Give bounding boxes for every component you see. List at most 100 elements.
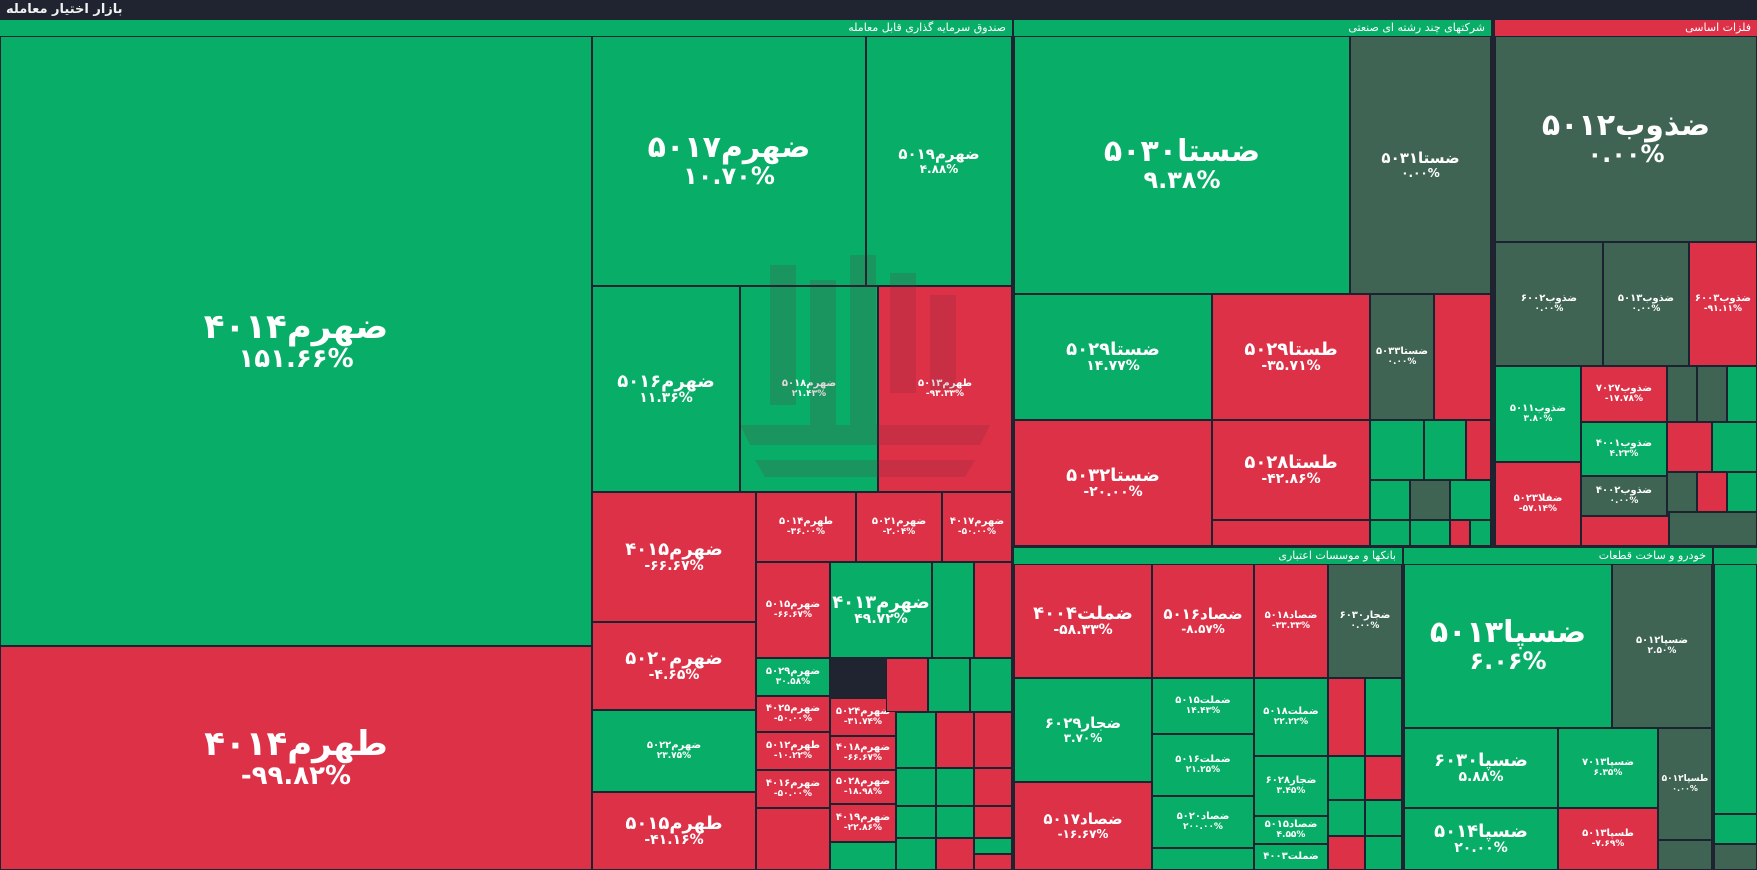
tile-7[interactable] xyxy=(1434,294,1491,420)
tile-13[interactable] xyxy=(1450,480,1491,520)
tile-ضملت۵۰۱۸[interactable]: ضملت۵۰۱۸ ۲۲.۲۲% xyxy=(1254,678,1328,756)
tile-31[interactable] xyxy=(896,712,936,768)
tile-ضهرم۴۰۱۸[interactable]: ضهرم۴۰۱۸ -۶۶.۶۷% xyxy=(830,736,896,770)
sector-header[interactable]: صندوق سرمایه گذاری قابل معامله xyxy=(0,20,1012,36)
tile-طهرم۴۰۱۴[interactable]: طهرم۴۰۱۴ -۹۹.۸۲% xyxy=(0,646,592,870)
tile-ضصاد۵۰۱۵[interactable]: ضصاد۵۰۱۵ ۴.۵۵% xyxy=(1254,816,1328,844)
tile-ضذوب۵۰۱۳[interactable]: ضذوب۵۰۱۳ ۰.۰۰% xyxy=(1603,242,1689,366)
tile-14[interactable] xyxy=(1365,678,1402,756)
tile-43[interactable] xyxy=(974,854,1012,870)
tile-ضصاد۵۰۱۷[interactable]: ضصاد۵۰۱۷ -۱۶.۶۷% xyxy=(1014,782,1152,870)
tile-39[interactable] xyxy=(974,806,1012,838)
tile-12[interactable] xyxy=(1667,422,1712,472)
tile-10[interactable] xyxy=(1697,366,1727,422)
tile-ضهرم۵۰۱۷[interactable]: ضهرم۵۰۱۷ ۱۰.۷۰% xyxy=(592,36,866,286)
tile-ضجار۶۰۲۹[interactable]: ضجار۶۰۲۹ ۳.۷۰% xyxy=(1014,678,1152,782)
tile-ضهرم۵۰۱۹[interactable]: ضهرم۵۰۱۹ ۴.۸۸% xyxy=(866,36,1012,286)
tile-13[interactable] xyxy=(1328,678,1365,756)
tile-35[interactable] xyxy=(936,768,974,806)
tile-ضستا۵۰۲۹[interactable]: ضستا۵۰۲۹ ۱۴.۷۷% xyxy=(1014,294,1212,420)
tile-20[interactable] xyxy=(1365,836,1402,870)
tile-ضفلا۵۰۲۳[interactable]: ضفلا۵۰۲۳ -۵۷.۱۴% xyxy=(1495,462,1581,546)
tile-ضذوب۷۰۲۷[interactable]: ضذوب۷۰۲۷ -۱۷.۷۸% xyxy=(1581,366,1667,422)
tile-30[interactable] xyxy=(830,842,896,870)
tile-ضهرم۵۰۱۵[interactable]: ضهرم۵۰۱۵ -۶۶.۶۷% xyxy=(756,562,830,658)
tile-ضصاد۵۰۱۸[interactable]: ضصاد۵۰۱۸ -۳۳.۳۳% xyxy=(1254,564,1328,678)
tile-33[interactable] xyxy=(974,712,1012,768)
tile-ضذوب۶۰۰۳[interactable]: ضذوب۶۰۰۳ -۹۱.۱۱% xyxy=(1689,242,1757,366)
tile-16[interactable] xyxy=(1365,756,1402,800)
tile-26[interactable] xyxy=(886,658,928,712)
tile-ضذوب۵۰۱۱[interactable]: ضذوب۵۰۱۱ ۳.۸۰% xyxy=(1495,366,1581,462)
tile-ضسپا۷۰۱۳[interactable]: ضسپا۷۰۱۳ ۶.۳۵% xyxy=(1558,728,1658,808)
tile-ضستا۵۰۳۲[interactable]: ضستا۵۰۳۲ -۲۰.۰۰% xyxy=(1014,420,1212,546)
tile-طستا۵۰۲۸[interactable]: طستا۵۰۲۸ -۴۲.۸۶% xyxy=(1212,420,1370,520)
tile-ضهرم۴۰۱۴[interactable]: ضهرم۴۰۱۴ ۱۵۱.۶۶% xyxy=(0,36,592,646)
tile-17[interactable] xyxy=(1450,520,1470,546)
tile-ضسپا۵۰۱۴[interactable]: ضسپا۵۰۱۴ ۲۰.۰۰% xyxy=(1404,808,1558,870)
tile-18[interactable] xyxy=(1470,520,1491,546)
tile-ضسپا۶۰۳۰[interactable]: ضسپا۶۰۳۰ ۵.۸۸% xyxy=(1404,728,1558,808)
tile-0[interactable] xyxy=(1714,564,1757,814)
tile-ضهرم۴۰۱۶[interactable]: ضهرم۴۰۱۶ -۵۰.۰۰% xyxy=(756,770,830,808)
tile-34[interactable] xyxy=(896,768,936,806)
tile-11[interactable] xyxy=(1370,480,1410,520)
tile-14[interactable] xyxy=(1212,520,1370,546)
tile-17[interactable] xyxy=(1328,800,1365,836)
tile-2[interactable] xyxy=(1714,844,1757,870)
tile-28[interactable] xyxy=(970,658,1012,712)
tile-ضملت۴۰۰۴[interactable]: ضملت۴۰۰۴ -۵۸.۳۳% xyxy=(1014,564,1152,678)
tile-38[interactable] xyxy=(936,806,974,838)
tile-طسپا۵۰۱۳[interactable]: طسپا۵۰۱۳ -۷.۶۹% xyxy=(1558,808,1658,870)
tile-36[interactable] xyxy=(974,768,1012,806)
sector-header[interactable]: شرکتهای چند رشته ای صنعتی xyxy=(1014,20,1491,36)
tile-ضهرم۴۰۲۵[interactable]: ضهرم۴۰۲۵ -۵۰.۰۰% xyxy=(756,696,830,732)
tile-طهرم۵۰۱۴[interactable]: طهرم۵۰۱۴ -۳۶.۰۰% xyxy=(756,492,856,562)
tile-15[interactable] xyxy=(1697,472,1727,512)
tile-11[interactable] xyxy=(1727,366,1757,422)
tile-42[interactable] xyxy=(974,838,1012,854)
tile-ضذوب۵۰۱۲[interactable]: ضذوب۵۰۱۲ ۰.۰۰% xyxy=(1495,36,1757,242)
tile-9[interactable] xyxy=(1667,366,1697,422)
tile-ضستا۵۰۳۱[interactable]: ضستا۵۰۳۱ ۰.۰۰% xyxy=(1350,36,1491,294)
tile-24[interactable] xyxy=(932,562,974,658)
tile-10[interactable] xyxy=(1466,420,1491,480)
tile-ضهرم۴۰۱۷[interactable]: ضهرم۴۰۱۷ -۵۰.۰۰% xyxy=(942,492,1012,562)
tile-18[interactable] xyxy=(1365,800,1402,836)
tile-19[interactable] xyxy=(1328,836,1365,870)
tile-21[interactable] xyxy=(1152,848,1254,870)
tile-15[interactable] xyxy=(1328,756,1365,800)
tile-37[interactable] xyxy=(896,806,936,838)
tile-ضهرم۴۰۱۵[interactable]: ضهرم۴۰۱۵ -۶۶.۶۷% xyxy=(592,492,756,622)
tile-18[interactable] xyxy=(1669,512,1757,546)
tile-ضستا۵۰۳۰[interactable]: ضستا۵۰۳۰ ۹.۳۸% xyxy=(1014,36,1350,294)
tile-16[interactable] xyxy=(1727,472,1757,512)
tile-ضجار۶۰۳۰[interactable]: ضجار۶۰۳۰ ۰.۰۰% xyxy=(1328,564,1402,678)
tile-16[interactable] xyxy=(1410,520,1450,546)
tile-ضهرم۵۰۱۸[interactable]: ضهرم۵۰۱۸ ۲۱.۴۳% xyxy=(740,286,878,492)
tile-ضملت۵۰۱۵[interactable]: ضملت۵۰۱۵ ۱۴.۴۳% xyxy=(1152,678,1254,734)
tile-ضهرم۵۰۲۰[interactable]: ضهرم۵۰۲۰ -۴.۶۵% xyxy=(592,622,756,710)
tile-طستا۵۰۲۹[interactable]: طستا۵۰۲۹ -۳۵.۷۱% xyxy=(1212,294,1370,420)
tile-ضملت۵۰۱۶[interactable]: ضملت۵۰۱۶ ۲۱.۲۵% xyxy=(1152,734,1254,796)
tile-13[interactable] xyxy=(1712,422,1757,472)
tile-14[interactable] xyxy=(1667,472,1697,512)
tile-ضهرم۵۰۲۲[interactable]: ضهرم۵۰۲۲ ۲۳.۷۵% xyxy=(592,710,756,792)
tile-ضهرم۵۰۲۴[interactable]: ضهرم۵۰۲۴ -۳۱.۷۴% xyxy=(830,698,896,736)
tile-طهرم۵۰۱۵[interactable]: طهرم۵۰۱۵ -۴۱.۱۶% xyxy=(592,792,756,870)
tile-8[interactable] xyxy=(1370,420,1424,480)
sector-header[interactable]: خودرو و ساخت قطعات xyxy=(1404,548,1712,564)
tile-ضهرم۴۰۱۹[interactable]: ضهرم۴۰۱۹ -۲۲.۸۶% xyxy=(830,804,896,842)
tile-طهرم۵۰۱۳[interactable]: طهرم۵۰۱۳ -۹۳.۳۳% xyxy=(878,286,1012,492)
tile-ضجار۶۰۲۸[interactable]: ضجار۶۰۲۸ ۳.۴۵% xyxy=(1254,756,1328,816)
tile-40[interactable] xyxy=(896,838,936,870)
tile-ضهرم۵۰۱۶[interactable]: ضهرم۵۰۱۶ ۱۱.۳۶% xyxy=(592,286,740,492)
tile-1[interactable] xyxy=(1714,814,1757,844)
tile-ضهرم۴۰۱۳[interactable]: ضهرم۴۰۱۳ ۴۹.۷۲% xyxy=(830,562,932,658)
tile-طسپا۵۰۱۲[interactable]: طسپا۵۰۱۲ ۰.۰۰% xyxy=(1658,728,1712,840)
sector-header[interactable]: بانکها و موسسات اعتباری xyxy=(1014,548,1402,564)
tile-ضسپا۵۰۱۳[interactable]: ضسپا۵۰۱۳ ۶.۰۶% xyxy=(1404,564,1612,728)
tile-7[interactable] xyxy=(1658,840,1712,870)
tile-32[interactable] xyxy=(936,712,974,768)
tile-9[interactable] xyxy=(1424,420,1466,480)
